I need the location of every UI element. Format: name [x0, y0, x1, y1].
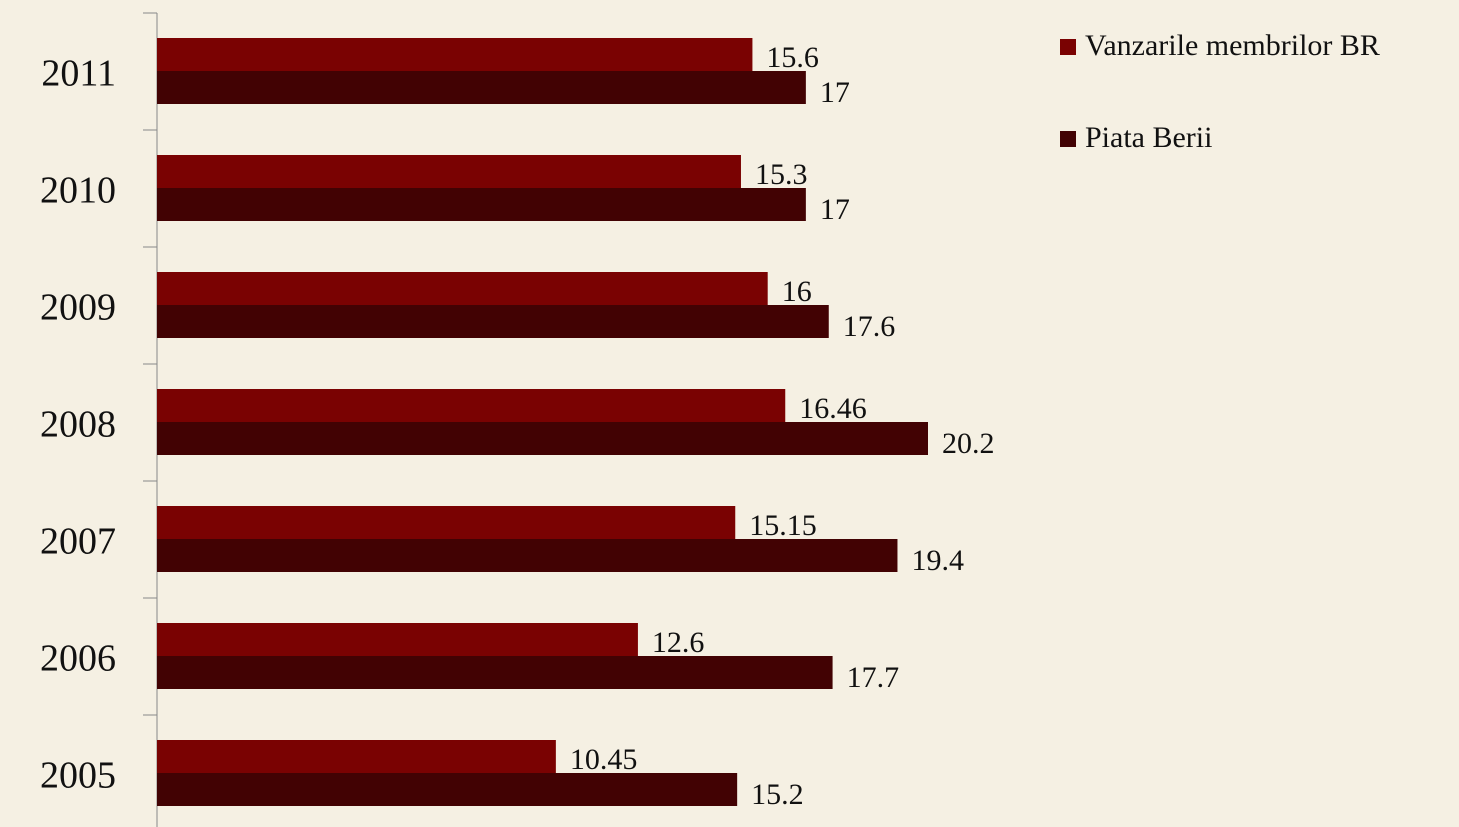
bar: [157, 506, 736, 539]
data-label: 17: [820, 193, 850, 226]
legend-label: Vanzarile membrilor BR: [1085, 29, 1380, 62]
y-tick-label: 2005: [40, 755, 116, 797]
data-label: 17: [820, 76, 850, 109]
data-label: 10.45: [570, 743, 638, 776]
bar: [157, 389, 786, 422]
bar: [157, 623, 638, 656]
data-label: 15.3: [755, 158, 808, 191]
y-tick-label: 2010: [40, 170, 116, 212]
bar: [157, 38, 753, 71]
legend-swatch: [1060, 131, 1076, 147]
data-label: 16: [782, 275, 812, 308]
data-label: 16.46: [799, 392, 867, 425]
bar: [157, 71, 806, 104]
bar: [157, 155, 741, 188]
data-label: 20.2: [942, 427, 995, 460]
bar: [157, 188, 806, 221]
data-label: 15.15: [749, 509, 817, 542]
y-tick-label: 2009: [40, 287, 116, 329]
data-label: 12.6: [652, 626, 705, 659]
bar: [157, 305, 829, 338]
data-label: 19.4: [911, 544, 964, 577]
y-tick-label: 2008: [40, 404, 116, 446]
y-tick-label: 2006: [40, 638, 116, 680]
bar: [157, 656, 833, 689]
legend-swatch: [1060, 39, 1076, 55]
data-label: 17.6: [843, 310, 896, 343]
bar: [157, 422, 928, 455]
legend-label: Piata Berii: [1085, 121, 1212, 154]
data-label: 17.7: [847, 661, 900, 694]
bar: [157, 272, 768, 305]
bar: [157, 539, 898, 572]
data-label: 15.2: [751, 778, 804, 811]
y-tick-label: 2007: [40, 521, 116, 563]
data-label: 15.6: [766, 41, 819, 74]
y-tick-label: 2011: [41, 53, 116, 95]
bar: [157, 773, 738, 806]
bar: [157, 740, 556, 773]
